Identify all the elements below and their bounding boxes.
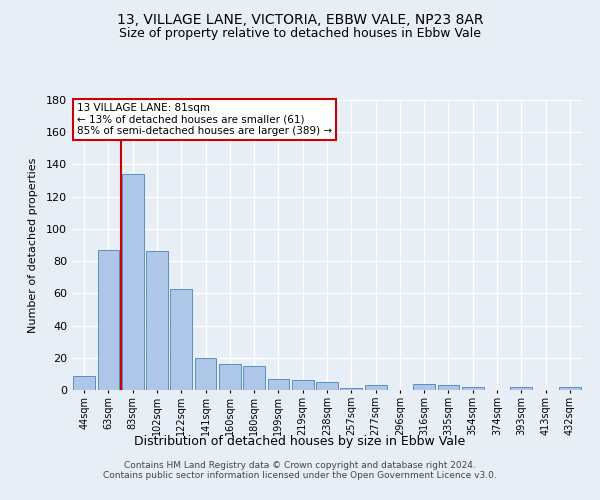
Bar	[170, 288, 192, 390]
Bar	[268, 378, 289, 390]
Bar	[97, 250, 119, 390]
Text: Size of property relative to detached houses in Ebbw Vale: Size of property relative to detached ho…	[119, 28, 481, 40]
Bar	[122, 174, 143, 390]
Bar	[340, 388, 362, 390]
Bar	[219, 364, 241, 390]
Bar	[437, 385, 460, 390]
Bar	[413, 384, 435, 390]
Bar	[292, 380, 314, 390]
Y-axis label: Number of detached properties: Number of detached properties	[28, 158, 38, 332]
Text: 13 VILLAGE LANE: 81sqm
← 13% of detached houses are smaller (61)
85% of semi-det: 13 VILLAGE LANE: 81sqm ← 13% of detached…	[77, 103, 332, 136]
Text: Distribution of detached houses by size in Ebbw Vale: Distribution of detached houses by size …	[134, 435, 466, 448]
Bar	[365, 385, 386, 390]
Bar	[511, 387, 532, 390]
Bar	[462, 387, 484, 390]
Bar	[73, 376, 95, 390]
Bar	[243, 366, 265, 390]
Bar	[146, 252, 168, 390]
Bar	[316, 382, 338, 390]
Bar	[559, 387, 581, 390]
Bar	[194, 358, 217, 390]
Text: 13, VILLAGE LANE, VICTORIA, EBBW VALE, NP23 8AR: 13, VILLAGE LANE, VICTORIA, EBBW VALE, N…	[117, 12, 483, 26]
Text: Contains HM Land Registry data © Crown copyright and database right 2024.
Contai: Contains HM Land Registry data © Crown c…	[103, 460, 497, 480]
